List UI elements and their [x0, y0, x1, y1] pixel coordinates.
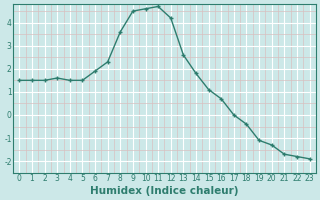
X-axis label: Humidex (Indice chaleur): Humidex (Indice chaleur) [90, 186, 239, 196]
